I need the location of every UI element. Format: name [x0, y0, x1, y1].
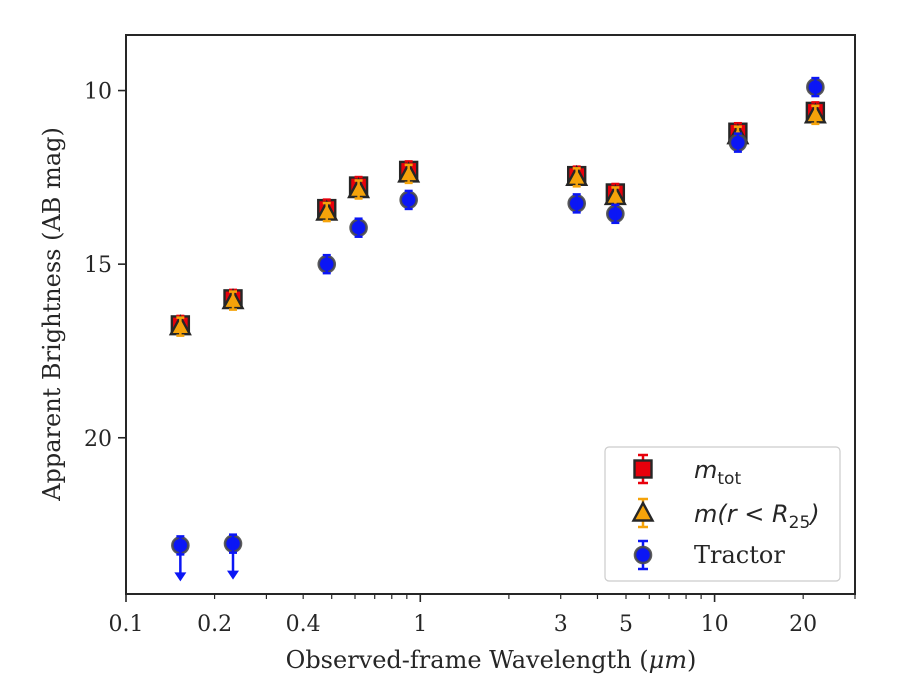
x-axis-label: Observed-frame Wavelength (μm)	[286, 646, 697, 674]
point-mr25	[315, 199, 339, 223]
y-axis-label: Apparent Brightness (AB mag)	[38, 127, 66, 502]
series-mtot	[170, 101, 826, 336]
x-tick-label: 10	[701, 612, 729, 637]
x-tick-label: 20	[789, 612, 817, 637]
legend-marker-mr25	[631, 497, 655, 529]
legend-label-tractor: Tractor	[694, 541, 785, 569]
point-tractor	[606, 203, 625, 225]
point-tractor	[317, 253, 337, 275]
plot-frame	[125, 34, 856, 595]
point-mr25	[168, 314, 192, 337]
point-tractor	[567, 193, 587, 214]
x-tick-label: 1	[413, 612, 427, 637]
y-tick-label: 10	[84, 80, 112, 105]
point-tractor	[728, 132, 748, 153]
y-tick-label: 20	[84, 427, 112, 452]
x-tick-label: 3	[554, 612, 568, 637]
legend-box	[604, 446, 841, 582]
x-tick-label: 0.1	[109, 612, 144, 637]
point-mr25	[347, 176, 371, 200]
point-tractor-limit-arrow	[227, 570, 240, 580]
x-tick-label: 5	[619, 612, 633, 637]
axis-ticks: 0.1 0.2 0.4 1 3 5 10 20 10 15 20	[84, 80, 856, 637]
x-tick-label: 0.2	[197, 612, 232, 637]
legend-mtot-marker	[633, 459, 653, 479]
series-tractor	[171, 76, 825, 582]
plot-area	[168, 76, 827, 582]
point-mr25	[221, 288, 245, 311]
point-tractor	[399, 189, 418, 211]
point-mr25	[565, 164, 589, 188]
legend-marker-mtot	[633, 453, 653, 485]
x-tick-label: 0.4	[286, 612, 321, 637]
point-tractor	[223, 533, 243, 580]
point-tractor-limit-arrow	[174, 572, 187, 582]
point-tractor	[171, 535, 190, 582]
legend-markers	[631, 453, 655, 571]
point-mr25	[803, 102, 827, 126]
legend-label-mr25: m(r < R25)	[694, 500, 820, 533]
series-mr25	[168, 102, 827, 337]
y-tick-label: 15	[84, 253, 112, 278]
legend-marker-tractor	[633, 539, 653, 571]
point-tractor	[806, 76, 825, 98]
point-tractor	[349, 217, 368, 238]
point-mr25	[397, 161, 421, 185]
legend-tractor-marker	[633, 545, 653, 565]
legend-label-mtot: mtot	[694, 456, 741, 489]
legend: mtot m(r < R25) Tractor	[604, 446, 841, 582]
legend-mr25-marker	[631, 500, 655, 522]
